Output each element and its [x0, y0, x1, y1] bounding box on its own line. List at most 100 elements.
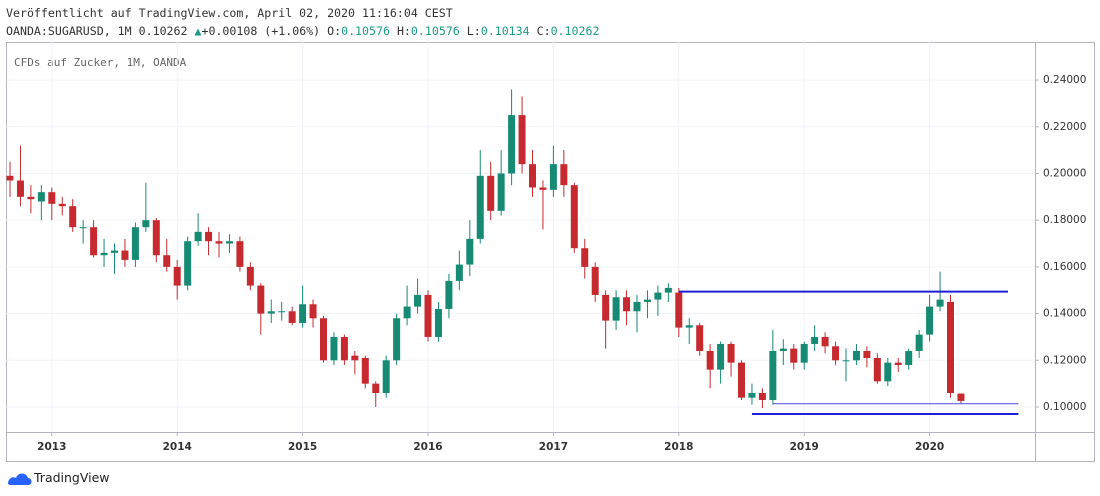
candle-body [748, 393, 756, 398]
candle-body [905, 350, 913, 365]
y-tick-label: 0.16000 [1043, 261, 1086, 273]
candles [6, 89, 1019, 416]
candle-body [79, 227, 87, 229]
candle-body [915, 334, 923, 351]
candle-body [309, 304, 317, 319]
candle-body [758, 393, 766, 401]
candle-body [121, 250, 129, 260]
last: 0.10262 [138, 24, 188, 38]
candle-body [487, 175, 495, 211]
candle-body [100, 252, 108, 256]
candle-body [184, 241, 192, 286]
candle-body [612, 297, 620, 321]
candle-body [111, 250, 118, 253]
candle-body [48, 192, 56, 204]
y-tick-label: 0.24000 [1043, 74, 1086, 86]
candle-body [800, 343, 808, 363]
x-tick-label: 2015 [288, 441, 317, 453]
candle-body [675, 292, 683, 328]
candle-body [69, 206, 77, 228]
candle-body [142, 220, 150, 228]
candle-body [623, 297, 631, 312]
candle-body [560, 164, 568, 186]
x-tick-label: 2018 [664, 441, 693, 453]
open-label: O: [327, 24, 342, 38]
candle-body [455, 264, 463, 281]
candle-body [403, 306, 411, 319]
candle-body [884, 362, 892, 382]
chart-frame [6, 42, 1095, 462]
candle-body [372, 383, 380, 393]
candle-body [581, 248, 589, 267]
close-value: 0.10262 [550, 24, 600, 38]
candle-body [361, 357, 369, 384]
candle-body [288, 311, 296, 323]
logo [8, 473, 32, 485]
candle-body [215, 241, 223, 244]
candle-body [163, 255, 171, 267]
candle-body [957, 393, 965, 401]
x-tick-label: 2019 [790, 441, 819, 453]
x-tick-label: 2020 [915, 441, 944, 453]
candle-body [340, 336, 348, 361]
candle-body [529, 164, 536, 188]
candle-body [246, 266, 254, 286]
x-tick-label: 2014 [163, 441, 192, 453]
arrow: ▲ [194, 24, 202, 38]
candle-body [445, 280, 453, 309]
x-tick-label: 2016 [413, 441, 442, 453]
low-label: L: [466, 24, 481, 38]
candle-body [257, 285, 265, 314]
candle-body [539, 187, 547, 190]
published-line: Veröffentlicht auf TradingView.com, Apri… [6, 6, 453, 20]
change: +0.00108 (+1.06%) [201, 24, 321, 38]
candle-body [727, 343, 735, 363]
candle-body [926, 306, 934, 335]
candle-body [299, 304, 307, 323]
candle-body [832, 346, 840, 361]
logo-icon [8, 473, 32, 485]
candle-body [152, 220, 160, 256]
y-tick-label: 0.14000 [1043, 308, 1086, 320]
candle-body [194, 231, 202, 242]
candle-body [131, 227, 139, 260]
candle-body [37, 192, 45, 202]
candle-body [696, 325, 704, 351]
candle-body [947, 301, 954, 393]
candle-body [205, 231, 213, 242]
candle-body [414, 294, 422, 307]
low-value: 0.10134 [480, 24, 530, 38]
candle-body [424, 294, 432, 337]
symbol: OANDA:SUGARUSD, 1M [6, 24, 132, 38]
candle-body [16, 180, 24, 197]
candle-body [466, 238, 474, 265]
candle-body [602, 294, 610, 321]
axes: 0.10000 0.12000 0.14000 0.16000 0.18000 0.200… [37, 74, 1086, 453]
y-tick-label: 0.22000 [1043, 121, 1086, 133]
candle-body [821, 336, 829, 347]
candle-body [393, 318, 401, 361]
candle-body [779, 348, 787, 351]
candle-body [236, 241, 244, 267]
brand: TradingView [34, 470, 110, 485]
candle-body [6, 175, 14, 181]
legend: CFDs auf Zucker, 1M, OANDA [14, 56, 187, 69]
candle-body [27, 196, 35, 200]
candle-body [320, 318, 327, 361]
candle-body [852, 350, 860, 361]
candle-body [717, 343, 725, 370]
y-tick-label: 0.12000 [1043, 354, 1086, 366]
candle-body [873, 357, 881, 382]
candle-body [790, 348, 798, 363]
candle-body [58, 203, 66, 207]
candle-body [738, 362, 745, 398]
candle-body [518, 115, 526, 165]
candle-body [633, 301, 641, 312]
candle-body [685, 325, 693, 328]
close-label: C: [536, 24, 551, 38]
grid [6, 42, 1035, 432]
high-label: H: [396, 24, 411, 38]
candle-body [549, 164, 557, 190]
candle-body [434, 308, 442, 337]
